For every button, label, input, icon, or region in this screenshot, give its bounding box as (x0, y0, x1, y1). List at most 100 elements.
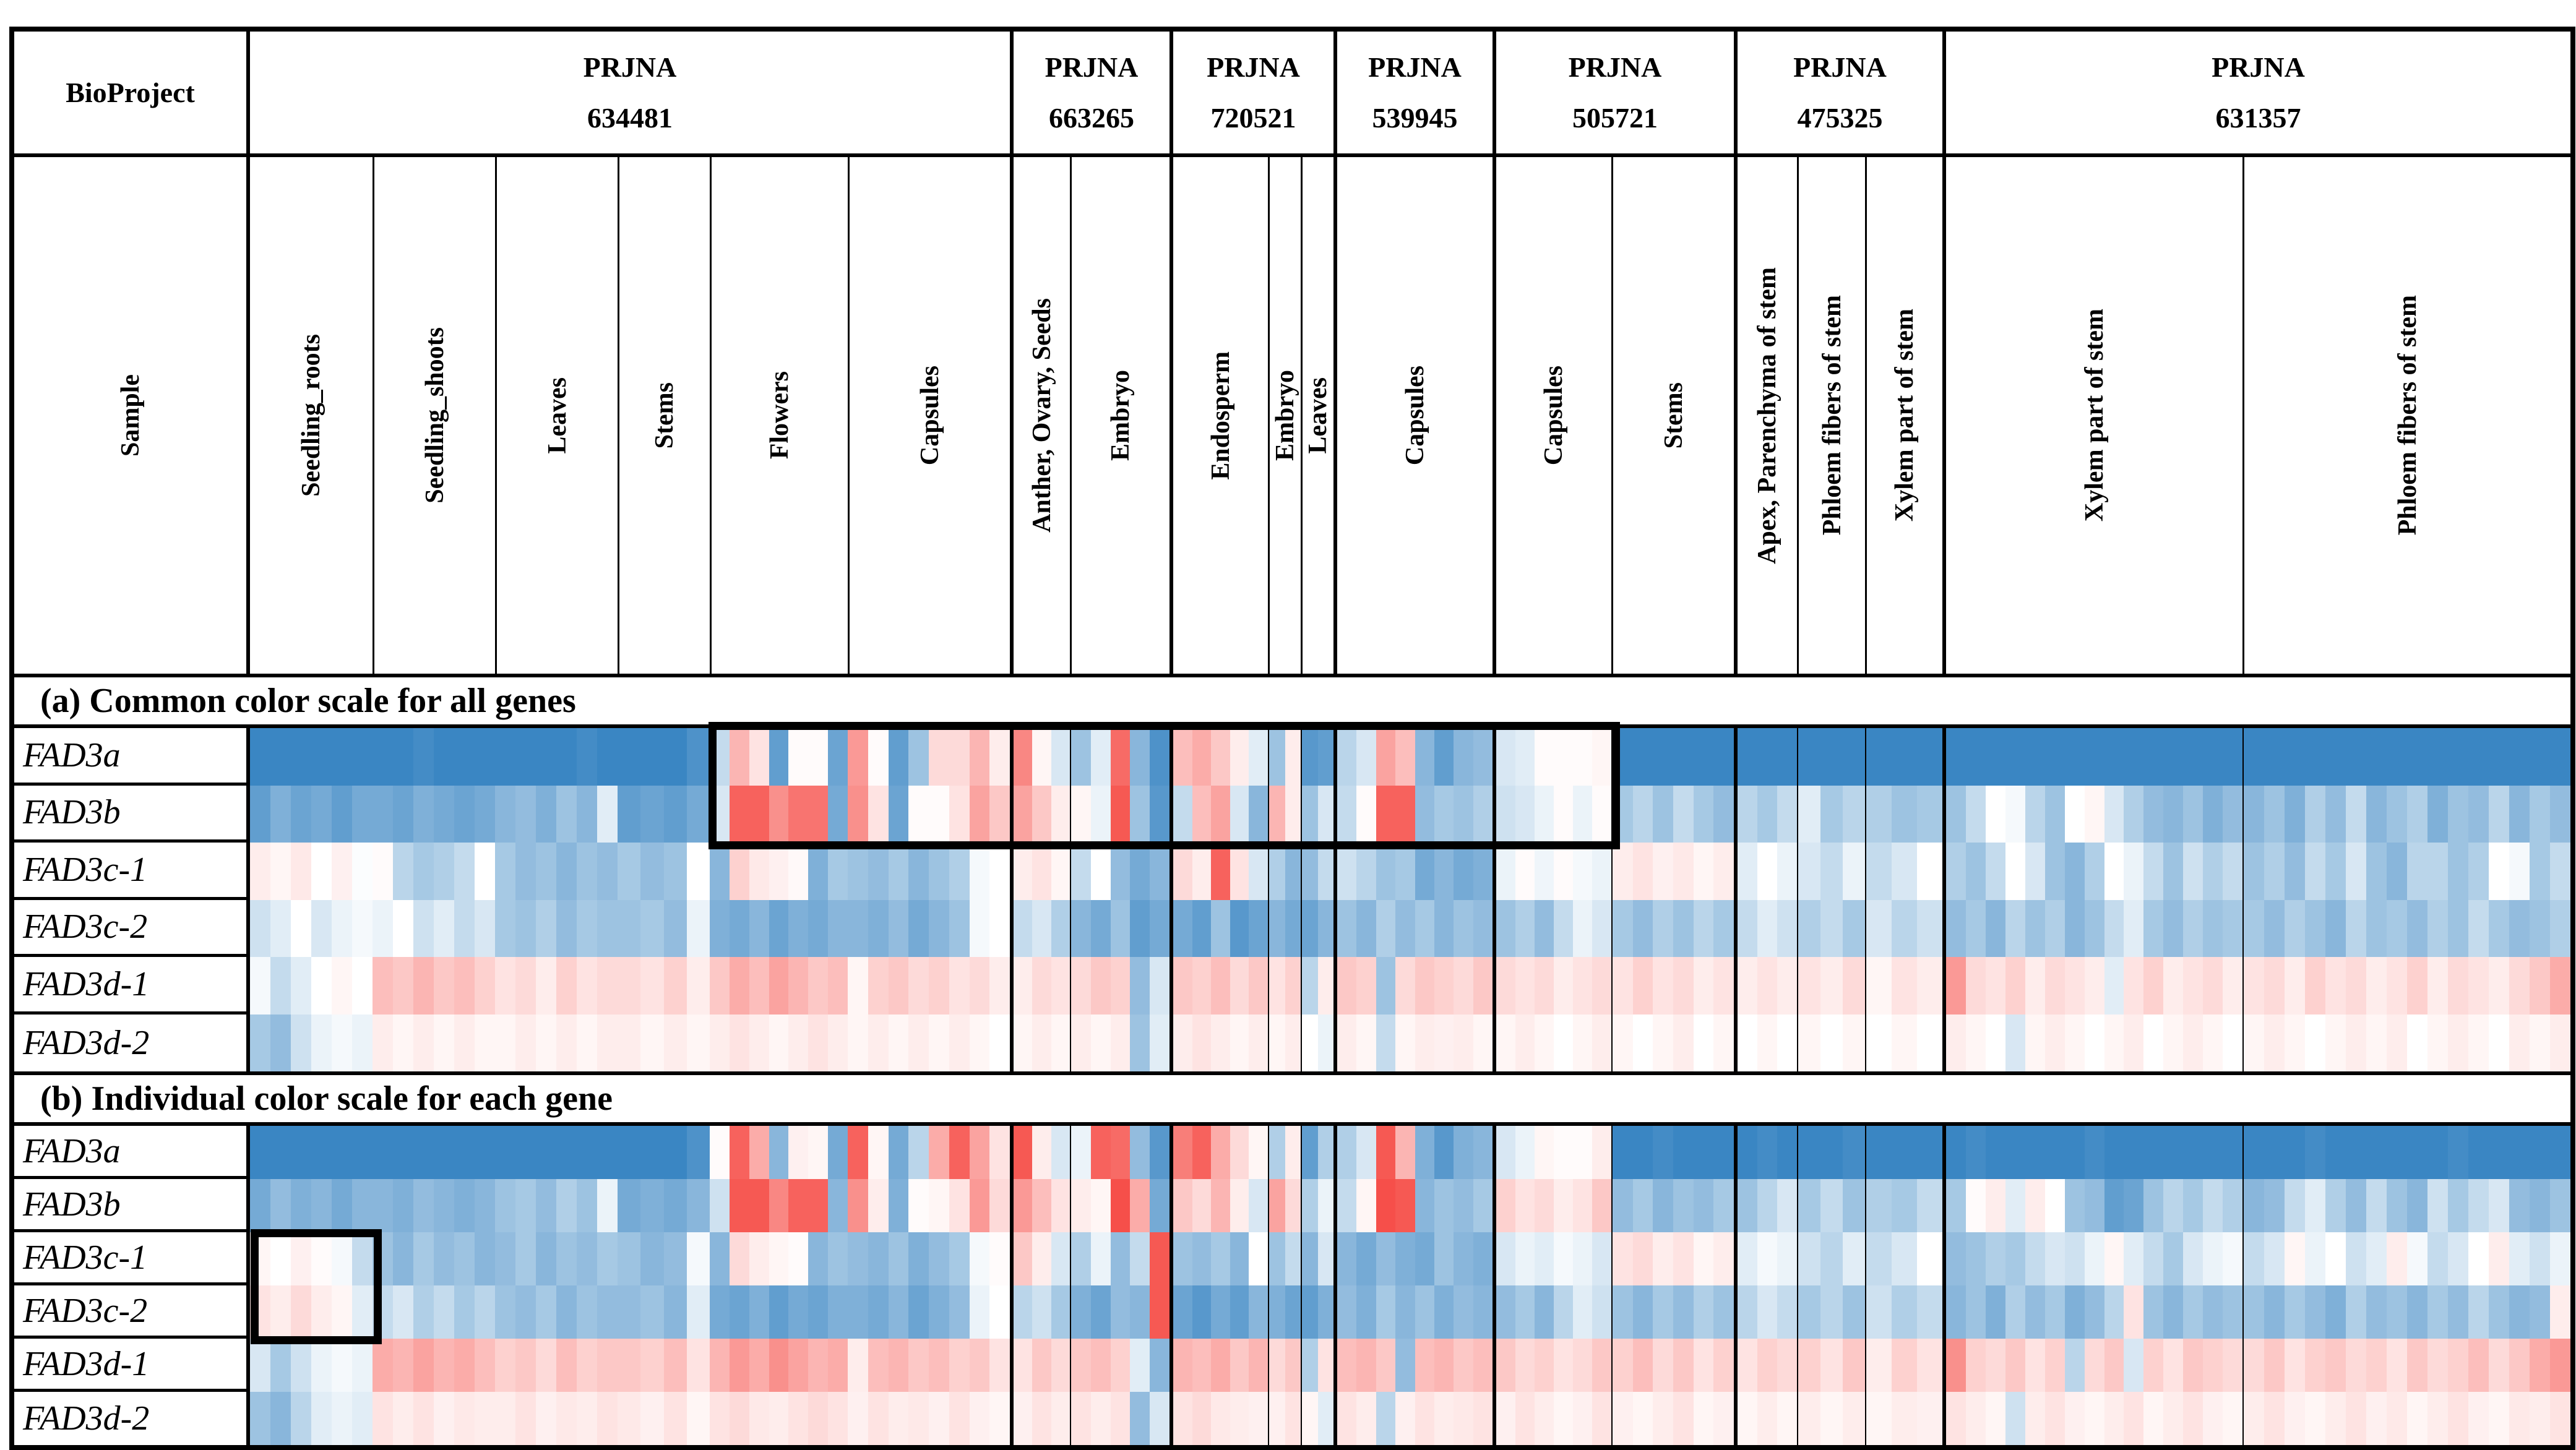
heatmap-cell (1713, 1392, 1734, 1445)
heatmap-cell (1302, 1232, 1318, 1285)
heatmap-group (2242, 728, 2570, 786)
heatmap-group (848, 957, 1010, 1015)
heatmap-cell (1535, 843, 1554, 900)
heatmap-cell (969, 1339, 990, 1392)
sample-cells: Seedling_roots Seedling_shoots Leaves Stems… (250, 157, 2570, 674)
heatmap-group (373, 957, 495, 1015)
heatmap-cell (311, 1285, 332, 1339)
heatmap-cell (2325, 1285, 2346, 1339)
heatmap-cell (2264, 899, 2285, 957)
heatmap-cell (929, 1285, 949, 1339)
heatmap-cell (1673, 1232, 1694, 1285)
heatmap-cell (1473, 1339, 1493, 1392)
heatmap-cell (2223, 957, 2243, 1015)
heatmap-cell (1473, 728, 1493, 786)
heatmap-cell (577, 1285, 597, 1339)
heatmap-cell (1592, 957, 1611, 1015)
heatmap-cell (1946, 1392, 1966, 1445)
heatmap-group (1797, 1126, 1865, 1179)
heatmap-cell (1150, 1014, 1170, 1071)
heatmap-cell (1395, 728, 1415, 786)
heatmap-cell (1211, 1179, 1230, 1232)
heatmap-cell (1613, 785, 1633, 843)
heatmap-cell (1985, 1014, 2005, 1071)
heatmap-cell (1269, 843, 1285, 900)
heatmap-cell (1071, 1014, 1091, 1071)
sample-name: Xylem part of stem (2080, 309, 2109, 522)
heatmap-cell (1211, 1014, 1230, 1071)
heatmap-cell (434, 1392, 454, 1445)
heatmap-group (2242, 1285, 2570, 1339)
heatmap-cell (393, 843, 413, 900)
heatmap-cell (1866, 785, 1892, 843)
heatmap-cell (1843, 1014, 1865, 1071)
heatmap-cell (1454, 1285, 1473, 1339)
heatmap-cell (2064, 1339, 2085, 1392)
heatmap-group (618, 1014, 710, 1071)
heatmap-cell (1866, 843, 1892, 900)
heatmap-cell (2346, 1392, 2366, 1445)
heatmap-group (250, 1179, 373, 1232)
heatmap-cell (1985, 1126, 2005, 1179)
heatmap-group (1070, 728, 1170, 786)
heatmap-cell (1356, 899, 1376, 957)
heatmap-cell (1866, 1232, 1892, 1285)
heatmap-cell (2305, 1392, 2325, 1445)
heatmap-cell (2064, 1392, 2085, 1445)
heatmap-cell (536, 1014, 556, 1071)
heatmap-cell (1269, 957, 1285, 1015)
heatmap-cell (2448, 899, 2468, 957)
heatmap-cell (1434, 1126, 1454, 1179)
heatmap-cell (828, 899, 848, 957)
heatmap-cell (1249, 1392, 1268, 1445)
heatmap-cell (908, 1285, 929, 1339)
heatmap-cell (2387, 899, 2407, 957)
heatmap-cell (2264, 1339, 2285, 1392)
heatmap-cell (1965, 1179, 1986, 1232)
heatmap-cell (2366, 1179, 2387, 1232)
heatmap-cell (2124, 1285, 2144, 1339)
heatmap-cell (1965, 1232, 1986, 1285)
heatmap-cell (250, 1014, 270, 1071)
heatmap-group (1797, 1014, 1865, 1071)
heatmap-cell (393, 1126, 413, 1179)
heatmap-cell (2468, 1126, 2489, 1179)
gene-label: FAD3b (14, 1179, 250, 1232)
heatmap-cell (475, 1126, 495, 1179)
heatmap-cell (2427, 1392, 2448, 1445)
heatmap-group (1070, 899, 1170, 957)
heatmap-group (848, 1014, 1010, 1071)
heatmap-cell (1693, 1285, 1714, 1339)
heatmap-cell (1356, 1285, 1376, 1339)
heatmap-cell (2104, 1126, 2124, 1179)
heatmap-cell (868, 899, 889, 957)
heatmap-group (848, 899, 1010, 957)
heatmap-cell (1946, 1285, 1966, 1339)
heatmap-cell (1211, 957, 1230, 1015)
heatmap-cell (454, 843, 475, 900)
heatmap-cell (2448, 728, 2468, 786)
heatmap-cell (1014, 785, 1033, 843)
heatmap-group (848, 785, 1010, 843)
heatmap-cell (1866, 1126, 1892, 1179)
heatmap-group (848, 1126, 1010, 1179)
heatmap-cell (1592, 1339, 1611, 1392)
heatmap-cell (270, 957, 291, 1015)
heatmap-group (1301, 957, 1333, 1015)
heatmap-cell (1051, 843, 1070, 900)
heatmap-cell (1777, 1232, 1797, 1285)
section-a-heatmap: FAD3a FAD3b FAD3c-1 FAD3c-2 FAD3d-1 FAD3d-2 (14, 728, 2570, 1071)
heatmap-cell (2305, 728, 2325, 786)
heatmap-cell (454, 1232, 475, 1285)
sample-header-cell: Leaves (1301, 157, 1333, 674)
heatmap-cell (1249, 957, 1268, 1015)
heatmap-cell (1843, 899, 1865, 957)
heatmap-cell (949, 1339, 970, 1392)
heatmap-group (1865, 1232, 1942, 1285)
heatmap-cell (475, 785, 495, 843)
heatmap-cell (1535, 1285, 1554, 1339)
heatmap-cell (1554, 957, 1573, 1015)
heatmap-cell (1843, 1232, 1865, 1285)
heatmap-group (373, 899, 495, 957)
heatmap-group (1010, 785, 1070, 843)
